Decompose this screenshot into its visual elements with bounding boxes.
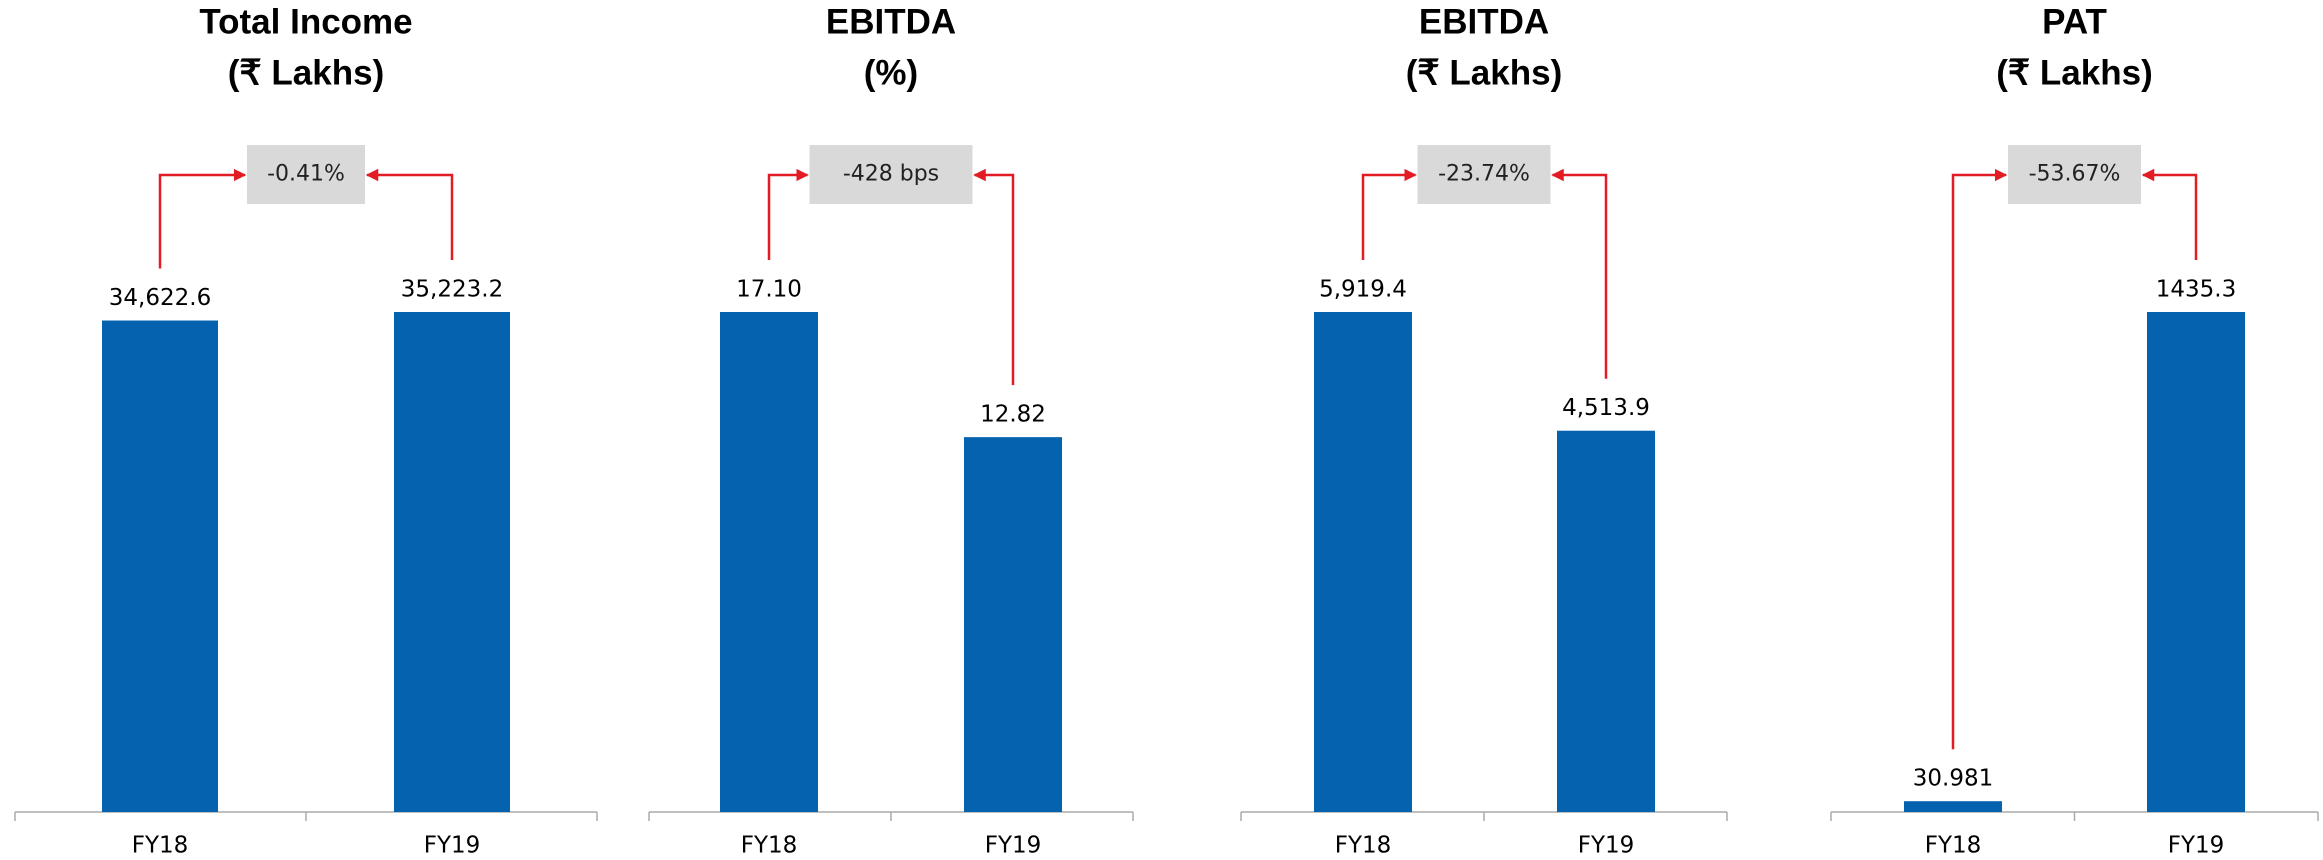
category-label: FY19 bbox=[424, 833, 481, 859]
category-label: FY18 bbox=[1335, 833, 1392, 859]
change-box bbox=[809, 145, 973, 204]
chart-title: EBITDA bbox=[1419, 2, 1549, 41]
change-box bbox=[247, 145, 365, 204]
change-label: -428 bps bbox=[843, 162, 939, 187]
bar bbox=[394, 312, 510, 812]
change-box bbox=[2008, 145, 2141, 204]
change-arrow bbox=[365, 168, 454, 260]
chart-subtitle: (₹ Lakhs) bbox=[1406, 53, 1562, 92]
value-label: 1435.3 bbox=[2156, 277, 2236, 303]
change-arrow bbox=[158, 168, 247, 269]
value-label: 34,622.6 bbox=[109, 285, 211, 311]
chart-subtitle: (%) bbox=[864, 53, 918, 92]
change-arrow bbox=[767, 168, 809, 260]
bar bbox=[102, 320, 218, 812]
change-arrow bbox=[1951, 168, 2008, 750]
value-label: 12.82 bbox=[980, 402, 1046, 428]
bar bbox=[720, 312, 818, 812]
value-label: 5,919.4 bbox=[1319, 277, 1407, 303]
change-label: -53.67% bbox=[2029, 162, 2121, 187]
value-label: 4,513.9 bbox=[1562, 395, 1650, 421]
category-label: FY19 bbox=[2168, 833, 2225, 859]
change-label: -23.74% bbox=[1438, 162, 1530, 187]
bar bbox=[964, 437, 1062, 812]
change-arrow bbox=[973, 168, 1015, 386]
chart-subtitle: (₹ Lakhs) bbox=[228, 53, 384, 92]
value-label: 35,223.2 bbox=[401, 277, 503, 303]
chart-title: EBITDA bbox=[826, 2, 956, 41]
bar bbox=[1557, 430, 1655, 812]
change-arrow bbox=[2141, 168, 2198, 260]
change-arrow bbox=[1361, 168, 1417, 260]
chart-title: PAT bbox=[2042, 2, 2107, 41]
category-label: FY19 bbox=[985, 833, 1042, 859]
bar bbox=[2147, 312, 2245, 812]
bar bbox=[1904, 801, 2002, 812]
bar bbox=[1314, 312, 1412, 812]
chart-title: Total Income bbox=[199, 2, 412, 41]
value-label: 30.981 bbox=[1913, 766, 1993, 792]
value-label: 17.10 bbox=[736, 277, 802, 303]
category-label: FY18 bbox=[741, 833, 798, 859]
category-label: FY18 bbox=[1925, 833, 1982, 859]
chart-subtitle: (₹ Lakhs) bbox=[1996, 53, 2152, 92]
change-box bbox=[1417, 145, 1551, 204]
category-label: FY18 bbox=[132, 833, 189, 859]
change-arrow bbox=[1551, 168, 1608, 379]
category-label: FY19 bbox=[1578, 833, 1635, 859]
change-label: -0.41% bbox=[267, 162, 345, 187]
